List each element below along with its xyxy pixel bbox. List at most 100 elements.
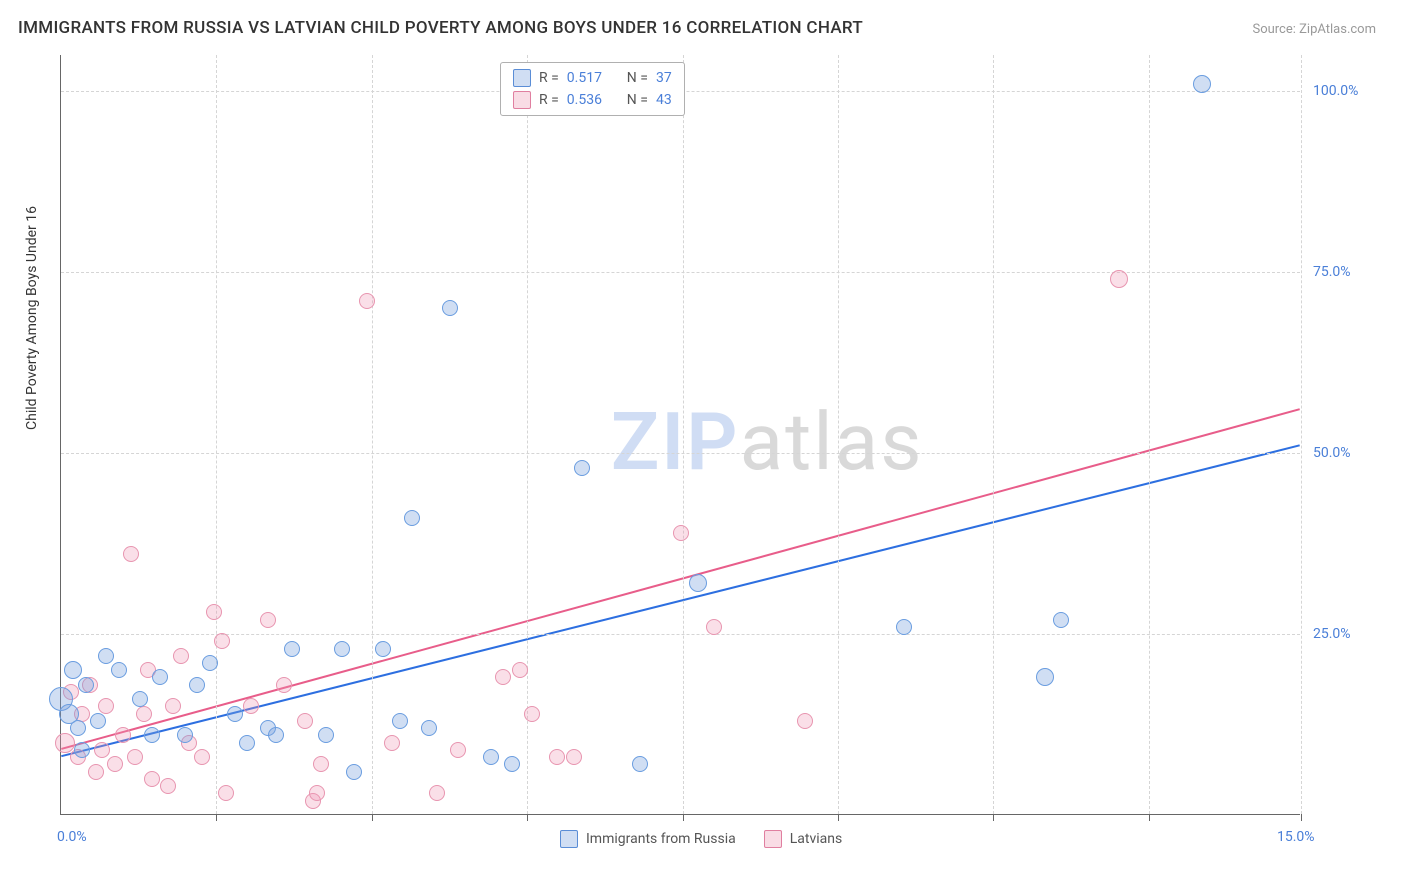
x-tick	[216, 814, 217, 821]
scatter-point-pink	[107, 756, 123, 772]
scatter-point-pink	[160, 778, 176, 794]
scatter-point-pink	[173, 648, 189, 664]
legend-r-label: R =	[539, 92, 559, 108]
scatter-point-pink	[115, 727, 131, 743]
legend-n-label: N =	[627, 70, 648, 86]
x-tick-label: 0.0%	[57, 829, 87, 845]
grid-line-h	[61, 634, 1300, 635]
scatter-point-blue	[202, 655, 218, 671]
series-legend: Immigrants from Russia Latvians	[560, 830, 842, 848]
scatter-point-pink	[495, 669, 511, 685]
scatter-point-blue	[632, 756, 648, 772]
source-label: Source: ZipAtlas.com	[1252, 22, 1376, 37]
scatter-point-blue	[334, 641, 350, 657]
scatter-point-blue	[504, 756, 520, 772]
scatter-point-blue	[1036, 668, 1054, 686]
x-tick-label: 15.0%	[1277, 829, 1315, 845]
legend-item: Latvians	[764, 830, 843, 848]
scatter-point-blue	[111, 662, 127, 678]
legend-label: Latvians	[790, 831, 843, 847]
scatter-point-pink	[512, 662, 528, 678]
scatter-point-pink	[218, 785, 234, 801]
scatter-point-blue	[346, 764, 362, 780]
scatter-point-pink	[429, 785, 445, 801]
y-tick-label: 50.0%	[1313, 445, 1351, 461]
scatter-point-pink	[566, 749, 582, 765]
legend-n-label: N =	[627, 92, 648, 108]
chart-title: IMMIGRANTS FROM RUSSIA VS LATVIAN CHILD …	[18, 18, 863, 38]
watermark: ZIPatlas	[611, 395, 924, 489]
scatter-point-blue	[483, 749, 499, 765]
y-tick-label: 25.0%	[1313, 626, 1351, 642]
legend-swatch	[560, 830, 578, 848]
scatter-point-pink	[123, 546, 139, 562]
legend-r-label: R =	[539, 70, 559, 86]
scatter-point-blue	[284, 641, 300, 657]
scatter-point-pink	[450, 742, 466, 758]
x-tick	[1149, 814, 1150, 821]
scatter-point-blue	[896, 619, 912, 635]
scatter-point-blue	[268, 727, 284, 743]
grid-line-v	[527, 55, 528, 814]
scatter-point-blue	[70, 720, 86, 736]
legend-row: R = 0.517 N = 37	[513, 69, 672, 87]
scatter-point-blue	[1193, 75, 1211, 93]
scatter-point-blue	[404, 510, 420, 526]
legend-r-value: 0.536	[567, 92, 619, 108]
legend-n-value: 37	[656, 70, 672, 86]
y-tick-label: 100.0%	[1313, 83, 1358, 99]
scatter-point-pink	[194, 749, 210, 765]
scatter-point-blue	[227, 706, 243, 722]
scatter-point-blue	[392, 713, 408, 729]
scatter-point-pink	[88, 764, 104, 780]
scatter-point-pink	[706, 619, 722, 635]
scatter-point-pink	[549, 749, 565, 765]
scatter-point-blue	[689, 574, 707, 592]
scatter-point-pink	[276, 677, 292, 693]
scatter-point-blue	[239, 735, 255, 751]
scatter-point-blue	[90, 713, 106, 729]
x-tick	[683, 814, 684, 821]
scatter-point-blue	[318, 727, 334, 743]
scatter-point-blue	[98, 648, 114, 664]
scatter-point-pink	[797, 713, 813, 729]
legend-row: R =0.536N =43	[513, 91, 672, 109]
scatter-point-pink	[144, 771, 160, 787]
scatter-point-pink	[260, 612, 276, 628]
correlation-legend: R =0.517N =37R =0.536N =43	[500, 62, 685, 116]
legend-swatch	[513, 69, 531, 87]
grid-line-v	[216, 55, 217, 814]
legend-r-value: 0.517	[567, 70, 619, 86]
scatter-point-pink	[673, 525, 689, 541]
x-tick	[1301, 814, 1302, 821]
scatter-point-blue	[132, 691, 148, 707]
x-tick	[838, 814, 839, 821]
scatter-point-blue	[78, 677, 94, 693]
scatter-point-blue	[64, 661, 82, 679]
scatter-point-blue	[1053, 612, 1069, 628]
legend-swatch	[764, 830, 782, 848]
scatter-point-blue	[574, 460, 590, 476]
x-tick	[372, 814, 373, 821]
grid-line-v	[1301, 55, 1302, 814]
grid-line-v	[683, 55, 684, 814]
scatter-point-pink	[1110, 270, 1128, 288]
scatter-point-pink	[98, 698, 114, 714]
scatter-point-blue	[152, 669, 168, 685]
scatter-point-blue	[189, 677, 205, 693]
scatter-point-pink	[384, 735, 400, 751]
scatter-point-pink	[136, 706, 152, 722]
scatter-point-blue	[144, 727, 160, 743]
legend-item: Immigrants from Russia	[560, 830, 736, 848]
scatter-point-pink	[313, 756, 329, 772]
legend-swatch	[513, 91, 531, 109]
scatter-point-blue	[442, 300, 458, 316]
scatter-point-blue	[74, 742, 90, 758]
grid-line-h	[61, 453, 1300, 454]
grid-line-v	[838, 55, 839, 814]
watermark-atlas: atlas	[740, 395, 924, 489]
y-tick-label: 75.0%	[1313, 264, 1351, 280]
legend-label: Immigrants from Russia	[586, 831, 736, 847]
watermark-zip: ZIP	[611, 395, 740, 489]
scatter-point-pink	[243, 698, 259, 714]
